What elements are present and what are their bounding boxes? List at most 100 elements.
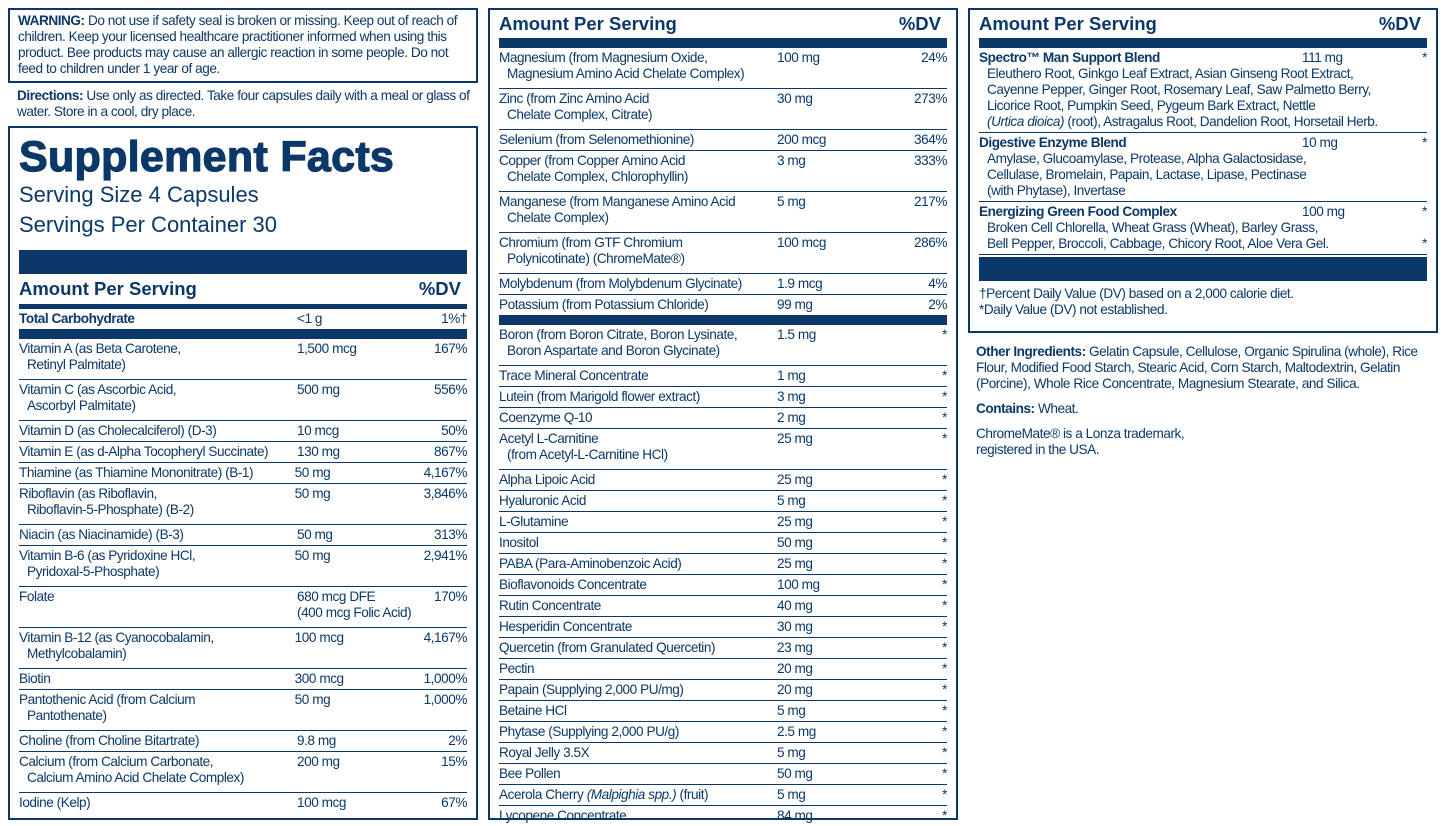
nutrient-name-line: Betaine HCl [499,703,567,718]
nutrient-name: Pectin [499,661,777,677]
nutrient-dv: * [942,640,947,655]
nutrient-amount: 50 mg [777,766,907,782]
nutrient-name: Royal Jelly 3.5X [499,745,777,761]
nutrient-name-line: Coenzyme Q-10 [499,410,593,425]
amount-line: 500 mg [297,382,340,397]
nutrient-row: Betaine HCl 5 mg * [499,701,947,722]
nutrient-name: Niacin (as Niacinamide) (B-3) [19,527,297,543]
nutrient-name-line: Royal Jelly 3.5X [499,745,590,760]
nutrient-amount: 20 mg [777,661,907,677]
nutrient-name-line: Papain (Supplying 2,000 PU/mg) [499,682,684,697]
amount-line: 1,500 mcg [297,341,357,356]
nutrient-row: Vitamin A (as Beta Carotene, Retinyl Palm… [19,339,467,380]
nutrient-dv: * [942,514,947,529]
amount-line: 3 mg [777,389,806,404]
nutrient-row: L-Glutamine 25 mg * [499,512,947,533]
nutrient-amount: 100 mg [777,577,907,593]
nutrient-row: Folate 680 mcg DFE (400 mcg Folic Acid) 170… [19,587,467,628]
notes: Other Ingredients: Gelatin Capsule, Cell… [976,344,1436,467]
nutrient-name: Chromium (from GTF Chromium Polynicotinat… [499,235,777,267]
amount-line: (400 mcg Folic Acid) [297,605,412,620]
blend-name: Spectro™ Man Support Blend [979,50,1160,65]
nutrient-name-line: Vitamin D (as Cholecalciferol) (D-3) [19,423,217,438]
nutrient-name-line: Chromium (from GTF Chromium [499,235,683,250]
nutrient-name-line: Potassium (from Potassium Chloride) [499,297,709,312]
amount-line: 9.8 mg [297,733,336,748]
amount-line: 25 mg [777,472,813,487]
nutrient-name: Hyaluronic Acid [499,493,777,509]
nutrient-row: Vitamin D (as Cholecalciferol) (D-3) 10 m… [19,421,467,442]
nutrient-dv: 15% [441,754,467,769]
nutrient-amount: 200 mg [297,754,427,786]
facts-title: Supplement Facts [18,133,395,181]
nutrient-amount: 10 mcg [297,423,427,439]
nutrient-dv: 4,167% [423,630,468,645]
divider-bar [19,329,467,339]
nutrient-amount: 9.8 mg [297,733,427,749]
amount-line: <1 g [297,311,323,326]
blend-row: Digestive Enzyme Blend 10 mg * Amylase, Glu… [979,133,1427,202]
nutrient-dv: 2% [448,733,467,748]
nutrient-amount: 1 mg [777,368,907,384]
nutrient-name: Vitamin E (as d-Alpha Tocopheryl Succina… [19,444,297,460]
nutrient-row: Rutin Concentrate 40 mg * [499,596,947,617]
nutrient-row: Iodine (Kelp) 100 mcg 67% [19,793,467,813]
nutrient-dv: 333% [914,153,947,168]
nutrient-name: Pantothenic Acid (from Calcium Pantothena… [19,692,295,724]
nutrient-name-line: Magnesium (from Magnesium Oxide, [499,50,708,65]
amount-line: 2 mg [777,410,806,425]
nutrient-dv: * [942,577,947,592]
amount-line: 2.5 mg [777,724,816,739]
nutrient-amount: 1.9 mcg [777,276,907,292]
nutrient-name-line: Riboflavin (as Riboflavin, [19,486,157,501]
blend-ingredients-line: (with Phytase), Invertase [979,183,1427,199]
amount-line: 100 mcg [777,235,826,250]
nutrient-dv: * [942,535,947,550]
nutrient-amount: 30 mg [777,91,907,123]
amount-line: 1.5 mg [777,327,816,342]
blend-dv: * [1422,50,1427,65]
amount-line: 5 mg [777,787,806,802]
nutrient-dv: 167% [434,341,467,356]
nutrient-name: Inositol [499,535,777,551]
nutrient-name-line: Acerola Cherry (Malpighia spp.) (fruit) [499,787,777,803]
nutrient-name-line: Acetyl L-Carnitine [499,431,599,446]
nutrient-name: Folate [19,589,297,621]
amount-line: 5 mg [777,493,806,508]
nutrient-dv: * [942,472,947,487]
nutrient-name: Riboflavin (as Riboflavin, Riboflavin-5-P… [19,486,295,518]
amount-line: 50 mg [294,548,331,563]
nutrient-row: Zinc (from Zinc Amino Acid Chelate Comple… [499,89,947,130]
amount-line: 5 mg [777,745,806,760]
nutrient-name-line: Zinc (from Zinc Amino Acid [499,91,649,106]
nutrient-name-line: Total Carbohydrate [19,311,135,326]
amount-line: 25 mg [777,431,813,446]
amount-line: 130 mg [297,444,340,459]
blend-dv: * [1422,236,1427,251]
nutrient-dv: * [942,808,947,823]
nutrient-dv: 286% [914,235,947,250]
nutrient-dv: 3,846% [423,486,468,501]
directions: Directions: Use only as directed. Take f… [17,88,472,120]
nutrient-name: Bioflavonoids Concentrate [499,577,777,593]
nutrient-amount: 5 mg [777,787,907,803]
nutrient-name-italic: (Malpighia spp.) [586,787,677,802]
nutrient-amount: 40 mg [777,598,907,614]
nutrient-amount: 100 mcg [777,235,907,267]
nutrient-name: Manganese (from Manganese Amino Acid Chel… [499,194,777,226]
trademark-line-1: ChromeMate® is a Lonza trademark, [976,426,1185,441]
nutrient-row: Hyaluronic Acid 5 mg * [499,491,947,512]
nutrient-dv: * [942,724,947,739]
nutrient-amount: 2 mg [777,410,907,426]
nutrient-row: Riboflavin (as Riboflavin, Riboflavin-5-P… [19,484,467,525]
amount-line: 1 mg [777,368,806,383]
nutrient-row: Phytase (Supplying 2,000 PU/g) 2.5 mg * [499,722,947,743]
nutrient-row: Selenium (from Selenomethionine) 200 mcg 3… [499,130,947,151]
nutrient-row: Vitamin C (as Ascorbic Acid, Ascorbyl Pal… [19,380,467,421]
contains-label: Contains: [976,401,1035,416]
nutrient-name-line: Biotin [19,671,51,686]
nutrient-row: Royal Jelly 3.5X 5 mg * [499,743,947,764]
amount-line: 10 mcg [297,423,339,438]
nutrient-amount: 50 mg [295,465,424,481]
nutrient-amount: 680 mcg DFE (400 mcg Folic Acid) [297,589,427,621]
